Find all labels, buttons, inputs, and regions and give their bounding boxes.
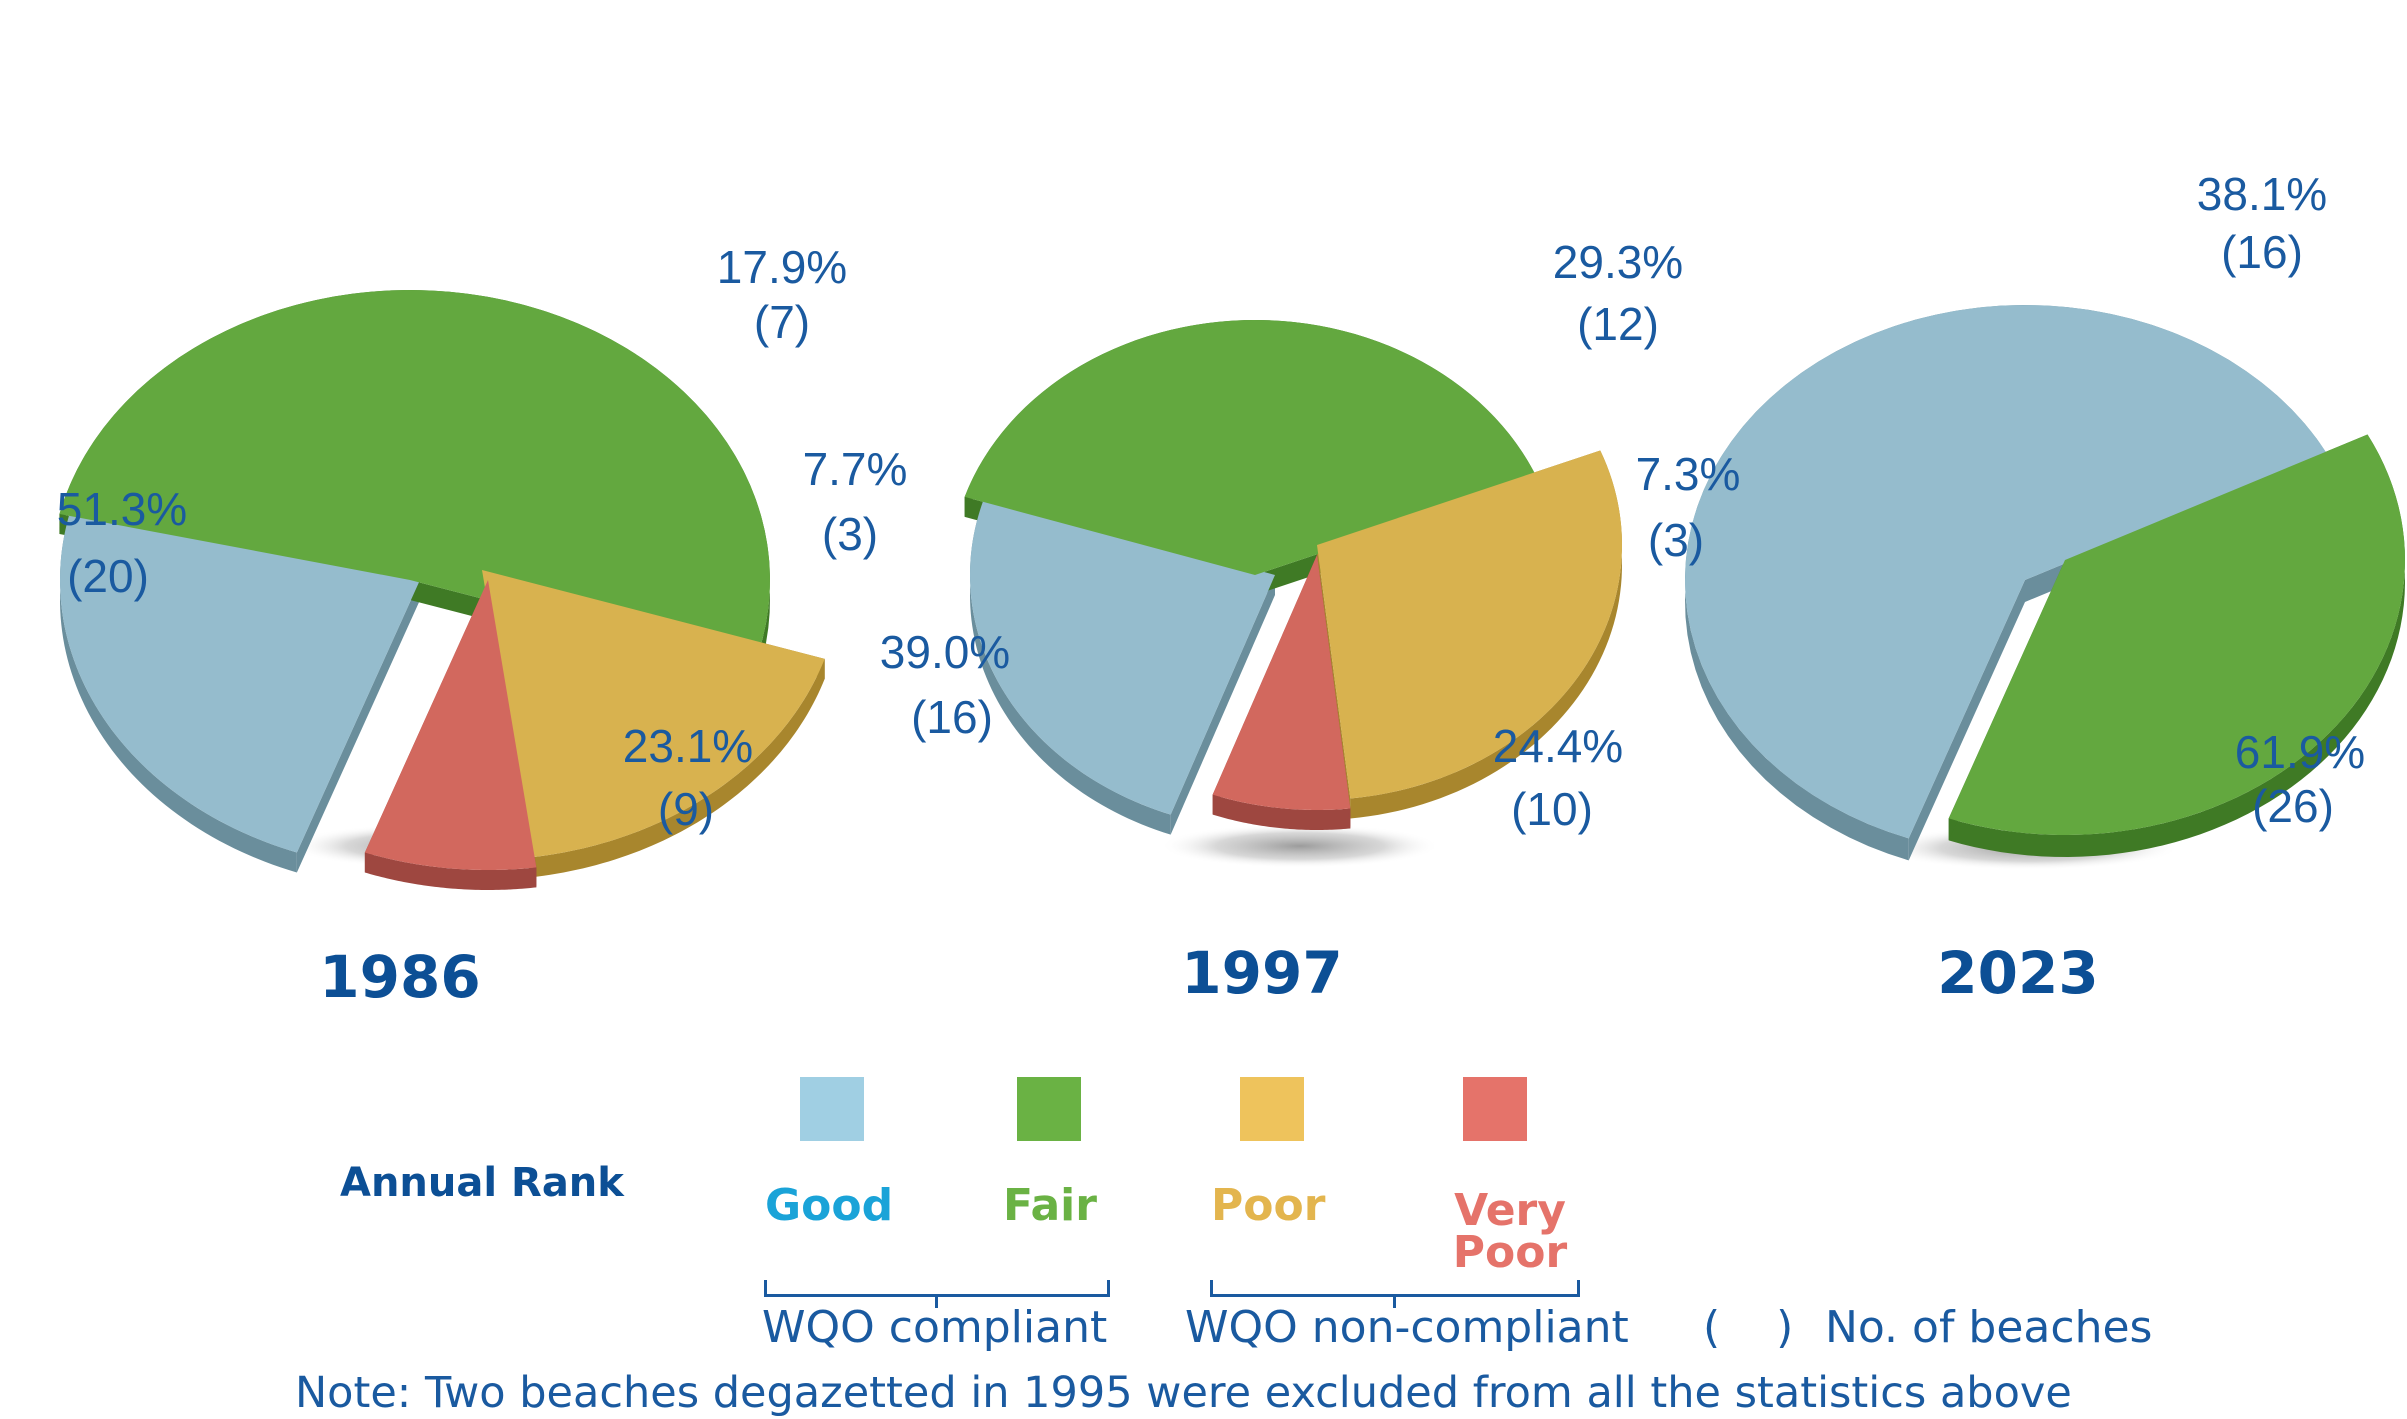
label-1997-poor-pct: 29.3% [1553, 236, 1683, 288]
label-2023-fair-pct: 38.1% [2197, 168, 2327, 220]
caption-no-of-beaches: No. of beaches [1825, 1302, 2153, 1353]
footnote: Note: Two beaches degazetted in 1995 wer… [295, 1368, 2072, 1418]
label-1986-good-pct: 23.1% [623, 720, 753, 772]
legend-swatch-fair [1017, 1077, 1081, 1141]
label-1986-poor-pct: 17.9% [717, 241, 847, 293]
legend-swatch-poor [1240, 1077, 1304, 1141]
label-1997-good-count: (10) [1511, 783, 1593, 835]
legend-swatch-very-poor [1463, 1077, 1527, 1141]
pie-charts: 51.3% (20) 17.9% (7) 7.7% (3) 23.1% (9) … [57, 168, 2405, 1011]
pie-shadow [1160, 824, 1440, 868]
bracket-non-compliant-tick [1393, 1294, 1396, 1308]
pie-slice-good [970, 496, 1275, 815]
pie-1986 [59, 290, 825, 890]
pie-slice-side-good [970, 496, 1171, 835]
label-1997-poor-count: (12) [1577, 298, 1659, 350]
caption-parentheses: ( ) [1703, 1302, 1794, 1353]
pie-slice-side-good [60, 513, 297, 873]
legend-label-poor: Poor [1211, 1180, 1326, 1231]
bracket-compliant-tick [935, 1294, 938, 1308]
label-1997-good-pct: 24.4% [1493, 720, 1623, 772]
label-1986-verypoor-count: (3) [822, 508, 878, 560]
label-1986-fair-pct: 51.3% [57, 483, 187, 535]
pie-slice-edge-good [1908, 580, 2025, 861]
pie-slice-side-very-poor [364, 852, 537, 890]
pie-1997 [964, 320, 1622, 835]
label-2023-good-pct: 61.9% [2235, 726, 2365, 778]
pie-slice-edge-good [296, 580, 420, 873]
pie-2023 [1685, 305, 2405, 861]
legend-label-good: Good [765, 1180, 894, 1231]
pie-slice-fair [1948, 434, 2405, 835]
label-1997-verypoor-pct: 7.3% [1636, 448, 1741, 500]
label-2023-good-count: (26) [2252, 780, 2334, 832]
pie-slice-poor [1317, 450, 1622, 799]
pie-slice-poor [482, 570, 825, 858]
label-1986-poor-count: (7) [754, 296, 810, 348]
legend-title: Annual Rank [340, 1160, 624, 1206]
year-title-1986: 1986 [319, 943, 480, 1011]
label-2023-fair-count: (16) [2221, 226, 2303, 278]
label-1986-verypoor-pct: 7.7% [803, 443, 908, 495]
legend-label-very-poor: Very Poor [1452, 1185, 1568, 1278]
pie-slice-fair [59, 290, 770, 669]
legend-swatch-good [800, 1077, 864, 1141]
pie-slice-very-poor [1212, 555, 1351, 810]
year-title-2023: 2023 [1937, 939, 2098, 1007]
label-1986-fair-count: (20) [67, 550, 149, 602]
pie-slice-fair [964, 320, 1539, 575]
label-1986-good-count: (9) [658, 783, 714, 835]
label-1997-verypoor-count: (3) [1648, 514, 1704, 566]
year-title-1997: 1997 [1181, 939, 1342, 1007]
label-1997-fair-pct: 39.0% [880, 626, 1010, 678]
pie-slice-good [1685, 305, 2328, 839]
pie-slice-very-poor [364, 580, 537, 870]
caption-wqo-compliant: WQO compliant [762, 1302, 1108, 1353]
legend-label-fair: Fair [1003, 1180, 1097, 1231]
label-1997-fair-count: (16) [911, 691, 993, 743]
pie-slice-side-poor [530, 658, 825, 878]
pie-slice-good [60, 513, 421, 853]
pie-slice-edge-good [1170, 575, 1275, 835]
caption-wqo-non-compliant: WQO non-compliant [1185, 1302, 1629, 1353]
pie-slice-side-very-poor [1212, 794, 1351, 830]
